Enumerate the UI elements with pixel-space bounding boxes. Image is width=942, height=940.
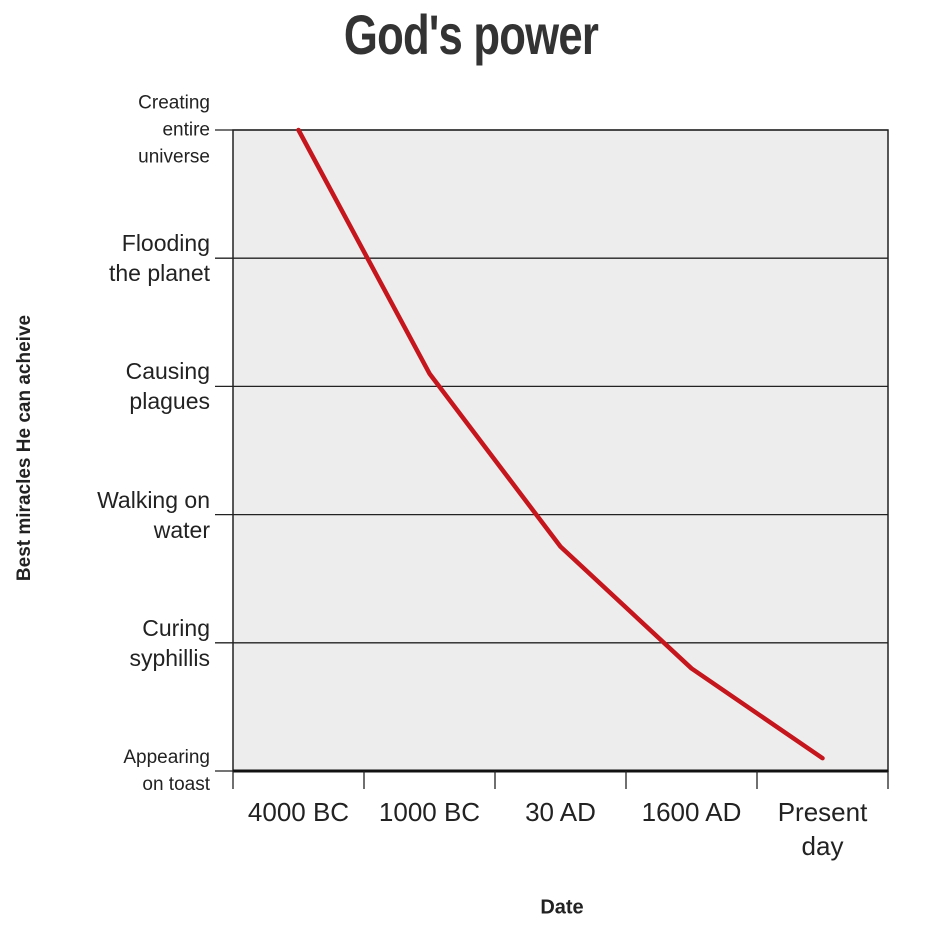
y-tick-label: Appearing on toast <box>123 747 210 795</box>
x-tick-label: 1600 AD <box>641 797 742 827</box>
x-axis-title: Date <box>540 896 584 919</box>
x-tick-label: 4000 BC <box>247 797 350 827</box>
chart-title: God's power <box>343 3 599 66</box>
y-tick-label: Flooding the planet <box>108 230 210 287</box>
x-tick-label: Present day <box>777 797 868 861</box>
y-tick-label: Creating entire universe <box>138 92 210 168</box>
plot-area <box>232 129 889 772</box>
y-tick-label: Curing syphillis <box>129 614 210 671</box>
y-axis-title: Best miracles He can acheive <box>14 314 35 582</box>
data-line <box>296 127 825 761</box>
y-tick-label: Causing plagues <box>125 358 210 415</box>
y-tick-label: Walking on water <box>97 486 210 543</box>
x-tick-label: 1000 BC <box>378 797 481 827</box>
x-tick-label: 30 AD <box>525 797 596 827</box>
